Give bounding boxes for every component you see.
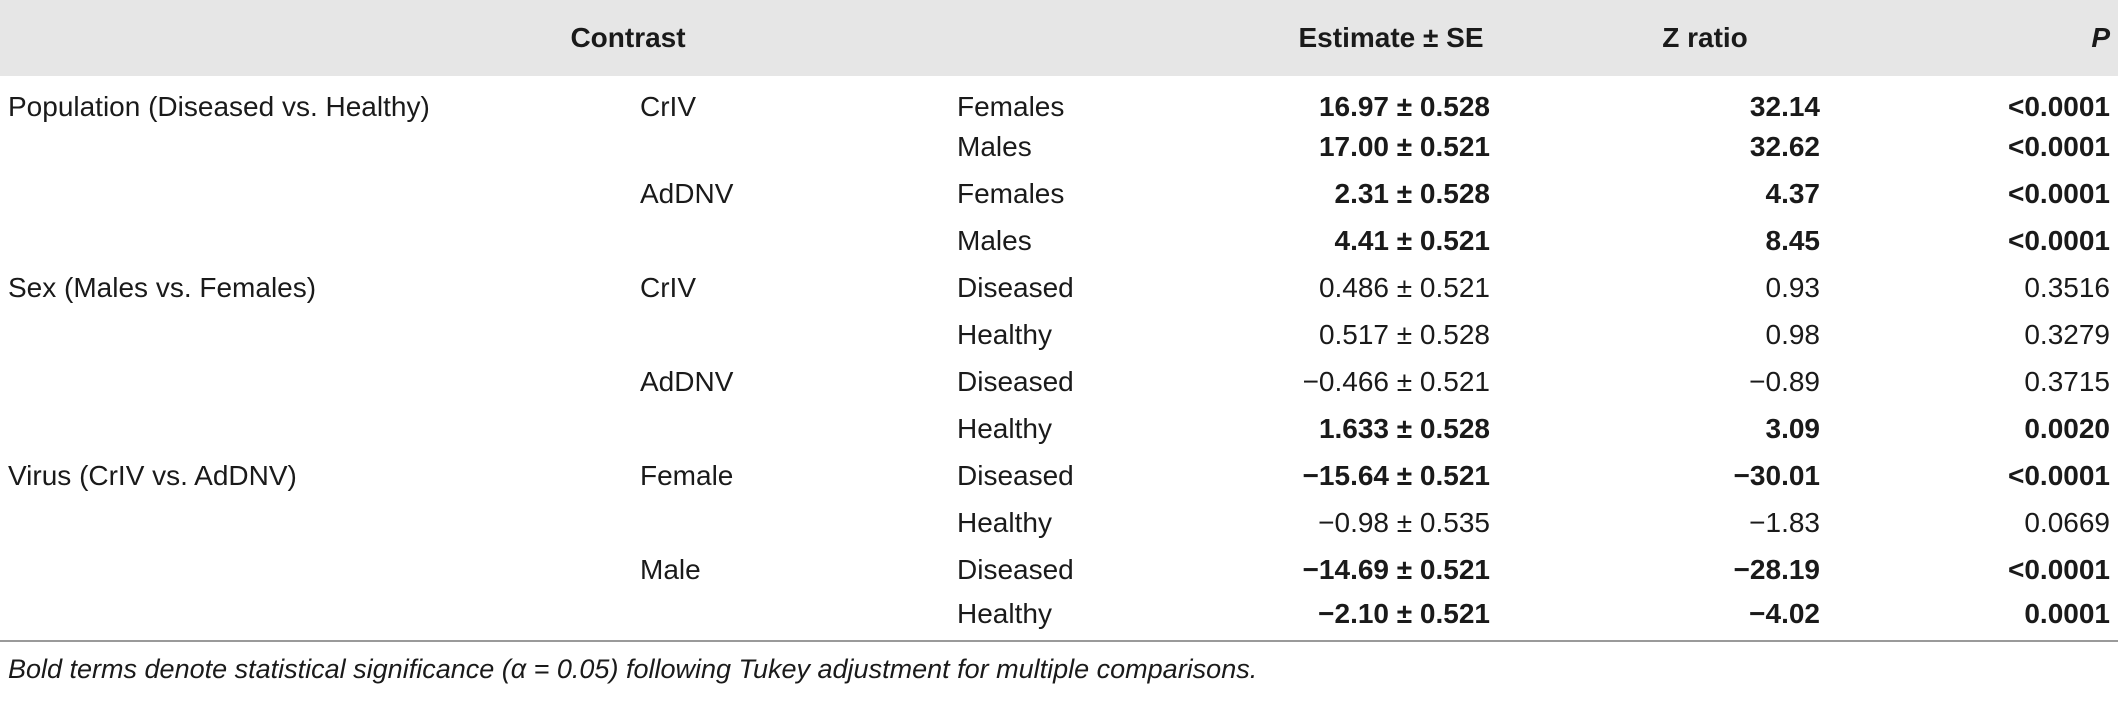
level1-cell: Male bbox=[640, 553, 701, 585]
estimate-cell: −14.69 ± 0.521 bbox=[1302, 553, 1490, 585]
header-z-ratio: Z ratio bbox=[1662, 22, 1748, 53]
contrast-cell bbox=[0, 170, 640, 217]
level2-cell: Males bbox=[957, 224, 1032, 256]
level1-cell bbox=[640, 499, 953, 546]
z-ratio-cell: 0.98 bbox=[1765, 318, 1821, 350]
table-body: Population (Diseased vs. Healthy) CrIV Fem… bbox=[0, 76, 2118, 640]
p-value-cell: 0.3516 bbox=[2024, 271, 2110, 303]
level1-cell: Female bbox=[640, 459, 734, 491]
table-bottom-rule bbox=[0, 640, 2118, 642]
level2-cell: Healthy bbox=[957, 318, 1052, 350]
contrast-cell bbox=[0, 217, 640, 264]
header-contrast: Contrast bbox=[570, 22, 686, 53]
table-row: Virus (CrIV vs. AdDNV) Female Diseased −15.… bbox=[0, 452, 2118, 499]
table-footnote: Bold terms denote statistical significan… bbox=[8, 654, 1258, 684]
p-value-cell: 0.0020 bbox=[2024, 412, 2110, 444]
estimate-cell: −0.466 ± 0.521 bbox=[1302, 365, 1490, 397]
level1-cell: CrIV bbox=[640, 90, 696, 122]
results-table-container: Contrast Estimate ± SE Z ratio P Populat… bbox=[0, 0, 2118, 684]
p-value-cell: <0.0001 bbox=[2008, 130, 2110, 162]
table-row: Healthy −2.10 ± 0.521 −4.02 0.0001 bbox=[0, 593, 2118, 640]
estimate-cell: 0.486 ± 0.521 bbox=[1318, 271, 1490, 303]
level2-cell: Females bbox=[957, 177, 1065, 209]
z-ratio-cell: 4.37 bbox=[1765, 177, 1821, 209]
z-ratio-cell: 32.62 bbox=[1749, 130, 1820, 162]
header-p: P bbox=[2091, 22, 2110, 53]
level1-cell: AdDNV bbox=[640, 365, 734, 397]
z-ratio-cell: −1.83 bbox=[1749, 506, 1820, 538]
contrast-cell: Virus (CrIV vs. AdDNV) bbox=[8, 459, 297, 491]
level2-cell: Diseased bbox=[957, 459, 1074, 491]
z-ratio-cell: 0.93 bbox=[1765, 271, 1821, 303]
estimate-cell: 1.633 ± 0.528 bbox=[1318, 412, 1490, 444]
estimate-cell: 4.41 ± 0.521 bbox=[1334, 224, 1491, 256]
table-row: Male Diseased −14.69 ± 0.521 −28.19 <0.0001 bbox=[0, 546, 2118, 593]
p-value-cell: 0.0001 bbox=[2024, 597, 2110, 629]
level2-cell: Healthy bbox=[957, 597, 1052, 629]
table-row: Males 4.41 ± 0.521 8.45 <0.0001 bbox=[0, 217, 2118, 264]
contrast-cell bbox=[0, 546, 640, 593]
estimate-cell: −15.64 ± 0.521 bbox=[1302, 459, 1490, 491]
z-ratio-cell: −28.19 bbox=[1733, 553, 1820, 585]
table-row: Healthy 0.517 ± 0.528 0.98 0.3279 bbox=[0, 311, 2118, 358]
table-row: AdDNV Females 2.31 ± 0.528 4.37 <0.0001 bbox=[0, 170, 2118, 217]
level2-cell: Diseased bbox=[957, 365, 1074, 397]
table-row: Healthy −0.98 ± 0.535 −1.83 0.0669 bbox=[0, 499, 2118, 546]
level1-cell bbox=[640, 217, 953, 264]
table-row: AdDNV Diseased −0.466 ± 0.521 −0.89 0.3715 bbox=[0, 358, 2118, 405]
p-value-cell: 0.3279 bbox=[2024, 318, 2110, 350]
contrast-cell bbox=[0, 311, 640, 358]
p-value-cell: <0.0001 bbox=[2008, 553, 2110, 585]
z-ratio-cell: −30.01 bbox=[1733, 459, 1820, 491]
level2-cell: Males bbox=[957, 130, 1032, 162]
contrast-cell bbox=[0, 593, 640, 640]
level1-cell bbox=[640, 593, 953, 640]
p-value-cell: <0.0001 bbox=[2008, 177, 2110, 209]
level1-cell bbox=[640, 405, 953, 452]
level2-cell: Healthy bbox=[957, 412, 1052, 444]
header-row: Contrast Estimate ± SE Z ratio P bbox=[0, 0, 2118, 76]
contrast-cell bbox=[0, 123, 640, 170]
level1-cell: AdDNV bbox=[640, 177, 734, 209]
p-value-cell: 0.0669 bbox=[2024, 506, 2110, 538]
estimate-cell: 2.31 ± 0.528 bbox=[1334, 177, 1491, 209]
estimate-cell: −2.10 ± 0.521 bbox=[1318, 597, 1490, 629]
p-value-cell: 0.3715 bbox=[2024, 365, 2110, 397]
table-header: Contrast Estimate ± SE Z ratio P bbox=[0, 0, 2118, 76]
p-value-cell: <0.0001 bbox=[2008, 224, 2110, 256]
table-row: Males 17.00 ± 0.521 32.62 <0.0001 bbox=[0, 123, 2118, 170]
table-row: Population (Diseased vs. Healthy) CrIV Fem… bbox=[0, 76, 2118, 123]
table-row: Sex (Males vs. Females) CrIV Diseased 0.486… bbox=[0, 264, 2118, 311]
estimate-cell: −0.98 ± 0.535 bbox=[1318, 506, 1490, 538]
p-value-cell: <0.0001 bbox=[2008, 459, 2110, 491]
p-value-cell: <0.0001 bbox=[2008, 90, 2110, 122]
contrast-table: Contrast Estimate ± SE Z ratio P Populat… bbox=[0, 0, 2118, 640]
contrast-cell: Sex (Males vs. Females) bbox=[8, 271, 317, 303]
level1-cell bbox=[640, 123, 953, 170]
level2-cell: Healthy bbox=[957, 506, 1052, 538]
z-ratio-cell: −0.89 bbox=[1749, 365, 1820, 397]
contrast-cell bbox=[0, 405, 640, 452]
level1-cell bbox=[640, 311, 953, 358]
estimate-cell: 17.00 ± 0.521 bbox=[1318, 130, 1490, 162]
level2-cell: Females bbox=[957, 90, 1065, 122]
estimate-cell: 16.97 ± 0.528 bbox=[1318, 90, 1490, 122]
level2-cell: Diseased bbox=[957, 271, 1074, 303]
estimate-cell: 0.517 ± 0.528 bbox=[1318, 318, 1490, 350]
contrast-cell bbox=[0, 358, 640, 405]
z-ratio-cell: 8.45 bbox=[1765, 224, 1821, 256]
table-row: Healthy 1.633 ± 0.528 3.09 0.0020 bbox=[0, 405, 2118, 452]
contrast-cell: Population (Diseased vs. Healthy) bbox=[8, 90, 430, 122]
z-ratio-cell: 32.14 bbox=[1749, 90, 1820, 122]
level2-cell: Diseased bbox=[957, 553, 1074, 585]
contrast-cell bbox=[0, 499, 640, 546]
z-ratio-cell: −4.02 bbox=[1749, 597, 1820, 629]
header-estimate: Estimate ± SE bbox=[1298, 22, 1484, 53]
level1-cell: CrIV bbox=[640, 271, 696, 303]
z-ratio-cell: 3.09 bbox=[1765, 412, 1821, 444]
